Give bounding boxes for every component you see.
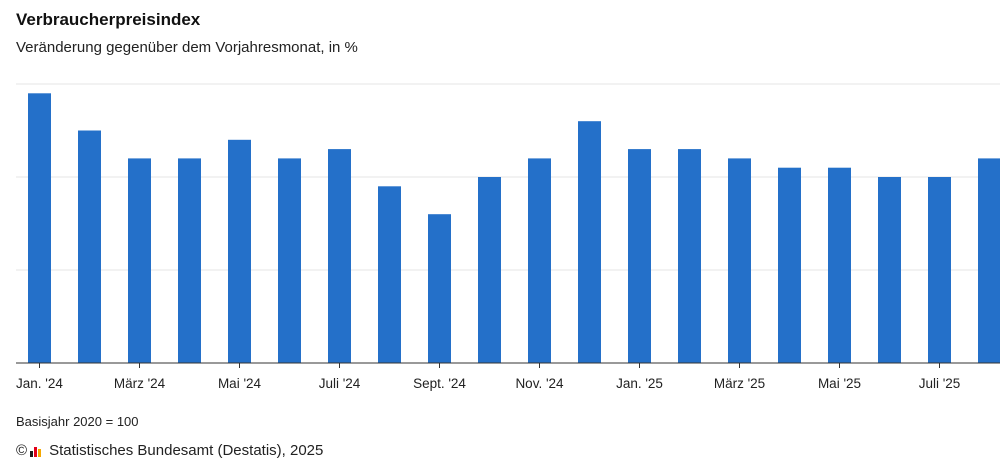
bar — [828, 167, 851, 363]
bar — [228, 139, 251, 363]
copyright-symbol: © — [16, 442, 28, 459]
x-tick-label: März '24 — [114, 376, 166, 391]
x-tick-label: Mai '25 — [818, 376, 861, 391]
grid-lines — [16, 83, 1000, 271]
x-tick-label: Jan. '24 — [16, 376, 63, 391]
bar — [578, 121, 601, 363]
source-text: Statistisches Bundesamt (Destatis), 2025 — [49, 442, 324, 459]
bar — [378, 186, 401, 363]
x-tick-label: März '25 — [714, 376, 765, 391]
bar — [278, 158, 301, 363]
bar — [928, 177, 951, 363]
bar — [678, 149, 701, 363]
x-axis: Jan. '24 März '24 Mai '24 Juli '24 Sept. '24… — [16, 362, 1000, 391]
bar — [778, 167, 801, 363]
bar — [728, 158, 751, 363]
bar — [428, 214, 451, 363]
bar — [628, 149, 651, 363]
bars — [28, 93, 1000, 364]
chart-subtitle: Veränderung gegenüber dem Vorjahresmonat… — [16, 39, 358, 56]
bar — [178, 158, 201, 363]
x-tick-label: Jan. '25 — [616, 376, 663, 391]
x-tick-label: Mai '24 — [218, 376, 262, 391]
source-footer: © Statistisches Bundesamt (Destatis), 20… — [16, 442, 323, 459]
bar — [878, 177, 901, 363]
x-tick-label: Juli '24 — [319, 376, 361, 391]
base-year-note: Basisjahr 2020 = 100 — [16, 414, 139, 429]
x-tick-label: Nov. '24 — [515, 376, 564, 391]
bar — [28, 93, 51, 364]
bar — [478, 177, 501, 363]
chart-title: Verbraucherpreisindex — [16, 10, 201, 29]
bar — [328, 149, 351, 363]
x-tick-label: Sept. '24 — [413, 376, 466, 391]
bar — [528, 158, 551, 363]
bar — [128, 158, 151, 363]
destatis-logo-icon — [30, 445, 44, 457]
bar — [978, 158, 1000, 363]
bar — [78, 130, 101, 363]
x-tick-label: Juli '25 — [919, 376, 961, 391]
